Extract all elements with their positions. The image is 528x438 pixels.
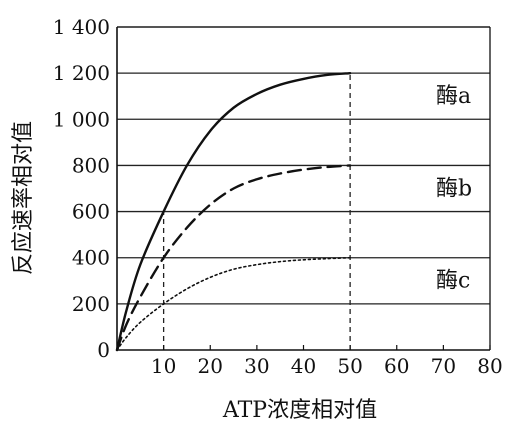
series-line-0 [115,71,352,352]
x-tick-label: 40 [291,354,316,378]
axes [116,26,491,351]
x-tick-label: 50 [337,354,362,378]
x-tick-label: 30 [244,354,269,378]
x-tick-label: 60 [384,354,409,378]
series-label-0: 酶a [436,84,471,109]
y-tick-label: 0 [97,338,110,362]
series-labels: 酶a 酶b 酶c [436,84,472,294]
y-axis-title: 反应速率相对值 [11,121,36,275]
y-tick-label: 1 400 [53,15,110,39]
reference-lines [162,73,351,350]
gridlines [117,26,490,305]
x-tick-label: 10 [151,354,176,378]
x-tick-label: 20 [198,354,223,378]
y-tick-label: 1 000 [53,107,110,131]
x-tick-label: 70 [431,354,456,378]
series-line-1 [115,164,352,352]
y-tick-label: 200 [72,292,110,316]
series-label-1: 酶b [436,176,472,201]
series-line-2 [116,256,351,351]
series-lines [115,71,352,352]
y-tick-label: 800 [72,153,110,177]
y-tick-label: 600 [72,200,110,224]
y-tick-label: 1 200 [53,61,110,85]
series-label-2: 酶c [436,269,470,294]
x-axis-title: ATP浓度相对值 [222,398,377,423]
x-tick-label: 80 [477,354,502,378]
y-tick-label: 400 [72,246,110,270]
